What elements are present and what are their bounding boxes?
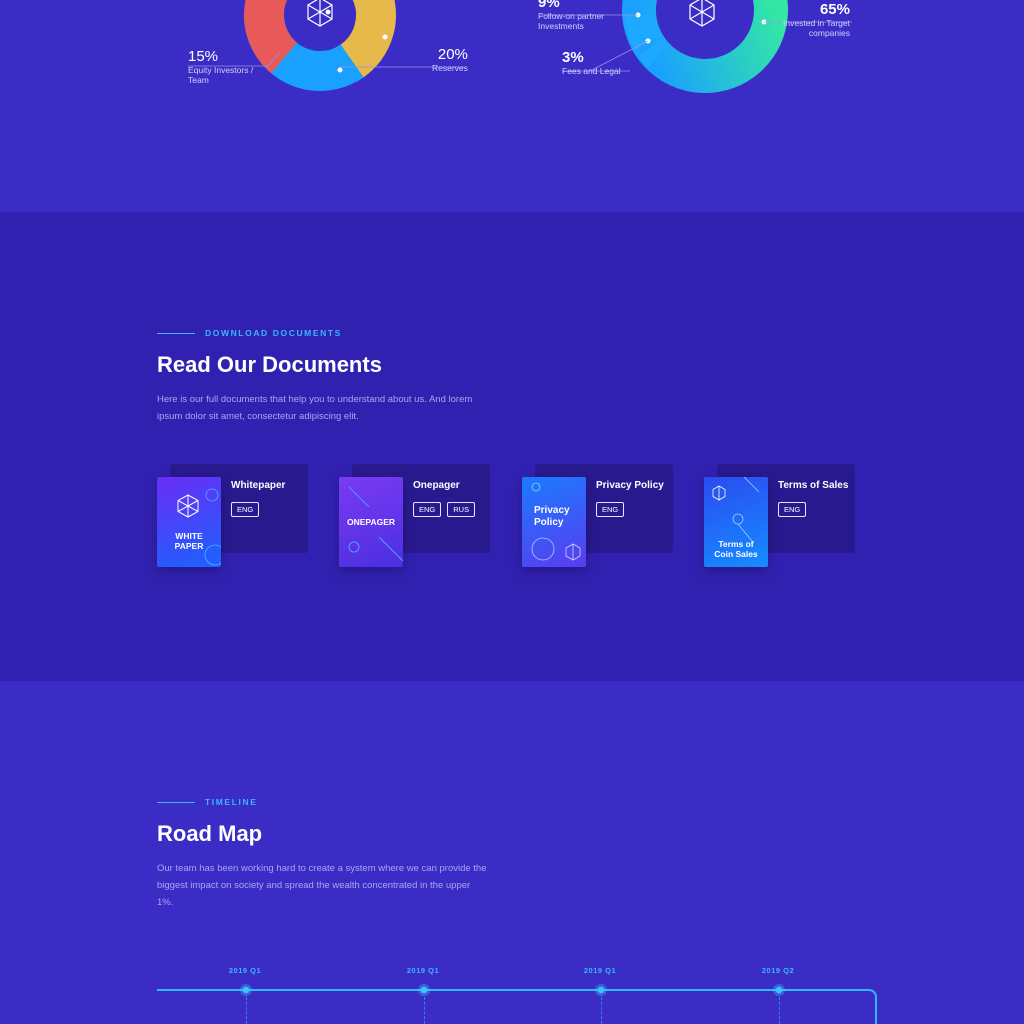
- roadmap-title: Road Map: [157, 821, 263, 846]
- documents-eyebrow: DOWNLOAD DOCUMENTS: [157, 328, 342, 338]
- fees-desc: Fees and Legal: [562, 66, 621, 76]
- roadmap-eyebrow: TIMELINE: [157, 797, 257, 807]
- cover-text: WHITE PAPER: [174, 531, 204, 551]
- eyebrow-line: [157, 801, 195, 803]
- lang-tag-eng[interactable]: ENG: [231, 502, 260, 517]
- milestone-label: 2019 Q1: [406, 966, 440, 975]
- milestone-connector: [424, 997, 425, 1024]
- milestone-label: 2019 Q1: [583, 966, 617, 975]
- documents-section: [0, 212, 1024, 681]
- milestone-dot[interactable]: [240, 984, 252, 996]
- language-tags: ENG: [778, 502, 807, 517]
- document-card-terms-of-sales[interactable]: Terms of Coin Sales Terms of Sales ENG: [704, 464, 855, 567]
- document-cover[interactable]: WHITE PAPER: [157, 477, 221, 567]
- documents-eyebrow-text: DOWNLOAD DOCUMENTS: [205, 328, 342, 338]
- lang-tag-eng[interactable]: ENG: [413, 502, 442, 517]
- circuit-decoration: [348, 486, 403, 562]
- fees-percent: 3%: [562, 49, 584, 66]
- invested-percent: 65%: [819, 1, 850, 18]
- fund-allocation-donut: [622, 0, 788, 93]
- document-cover[interactable]: Terms of Coin Sales: [704, 477, 768, 567]
- document-card-whitepaper[interactable]: WHITE PAPER Whitepaper ENG: [157, 464, 308, 567]
- milestone-dot[interactable]: [418, 984, 430, 996]
- documents-description: Here is our full documents that help you…: [157, 394, 473, 422]
- network-cube-icon: [712, 485, 726, 501]
- chart-label-invested: 65% Invested in Target companies: [780, 1, 850, 38]
- milestone-connector: [779, 997, 780, 1024]
- timeline-corner: [863, 989, 877, 1024]
- chart-label-equity: 15% Equity Investors / Team: [188, 48, 258, 85]
- followon-desc: Follow-on partner Investments: [538, 11, 605, 31]
- cover-text: Privacy Policy: [534, 505, 570, 528]
- document-title[interactable]: Privacy Policy: [596, 480, 664, 491]
- reserves-desc: Reserves: [432, 63, 468, 73]
- circuit-decoration: [712, 477, 760, 542]
- document-title[interactable]: Whitepaper: [231, 480, 286, 491]
- roadmap-eyebrow-text: TIMELINE: [205, 797, 258, 807]
- document-cover[interactable]: Privacy Policy: [522, 477, 586, 567]
- lang-tag-eng[interactable]: ENG: [778, 502, 807, 517]
- leader-lines-left: [188, 51, 464, 68]
- documents-title: Read Our Documents: [157, 352, 382, 377]
- circuit-decoration: [531, 482, 581, 561]
- equity-percent: 15%: [188, 48, 219, 65]
- milestone-dot[interactable]: [595, 984, 607, 996]
- milestone-label: 2019 Q2: [761, 966, 795, 975]
- eyebrow-line: [157, 332, 195, 334]
- token-sale-section: 15% Equity Investors / Team 20% Reserves…: [0, 0, 1024, 212]
- equity-desc: Equity Investors / Team: [188, 65, 254, 85]
- document-title[interactable]: Terms of Sales: [778, 480, 849, 491]
- cover-text: Terms of Coin Sales: [714, 539, 758, 559]
- reserves-percent: 20%: [437, 46, 468, 63]
- network-cube-icon: [177, 488, 221, 566]
- document-card-privacy-policy[interactable]: Privacy Policy Privacy Policy ENG: [522, 464, 673, 567]
- lang-tag-eng[interactable]: ENG: [596, 502, 625, 517]
- language-tags: ENG RUS: [413, 502, 476, 517]
- network-cube-icon: [307, 0, 333, 27]
- roadmap-description: Our team has been working hard to create…: [157, 863, 487, 908]
- chart-label-followon: 9% Follow-on partner Investments: [538, 0, 610, 31]
- language-tags: ENG: [596, 502, 625, 517]
- document-card-onepager[interactable]: ONEPAGER Onepager ENG RUS: [339, 464, 490, 567]
- roadmap-section: [0, 681, 1024, 1024]
- chart-label-reserves: 20% Reserves: [432, 46, 468, 73]
- invested-desc: Invested in Target companies: [783, 18, 850, 38]
- followon-percent: 9%: [538, 0, 560, 11]
- leader-lines-right: [540, 14, 852, 72]
- milestone-connector: [246, 997, 247, 1024]
- milestone-dot[interactable]: [773, 984, 785, 996]
- milestone-connector: [601, 997, 602, 1024]
- lang-tag-rus[interactable]: RUS: [447, 502, 476, 517]
- document-cover[interactable]: ONEPAGER: [339, 477, 403, 567]
- timeline-line: [157, 989, 869, 991]
- document-title[interactable]: Onepager: [413, 480, 460, 491]
- chart-label-fees: 3% Fees and Legal: [562, 49, 621, 76]
- milestone-label: 2019 Q1: [228, 966, 262, 975]
- cover-text: ONEPAGER: [346, 517, 396, 527]
- token-distribution-donut: [244, 0, 396, 91]
- network-cube-icon: [689, 0, 715, 27]
- language-tags: ENG: [231, 502, 260, 517]
